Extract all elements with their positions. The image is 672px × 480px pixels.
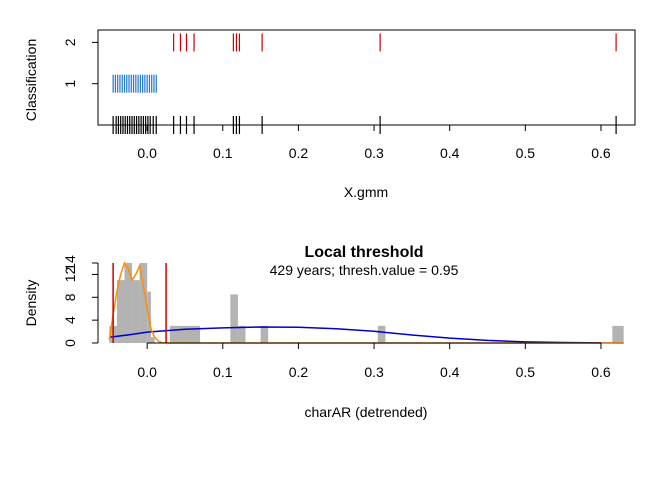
x-tick-label: 0.6 xyxy=(591,364,611,380)
threshold-title: Local threshold xyxy=(304,244,423,261)
x-tick-label: 0.4 xyxy=(440,145,460,161)
threshold-subtitle: 429 years; thresh.value = 0.95 xyxy=(270,262,459,278)
histogram-bar xyxy=(116,280,125,343)
threshold-x-label: charAR (detrended) xyxy=(305,404,428,420)
histogram-bar xyxy=(260,325,269,343)
threshold-lines xyxy=(112,263,167,343)
y-tick-label: 14 xyxy=(62,255,78,271)
histogram-bar xyxy=(139,263,148,343)
x-tick-label: 0.3 xyxy=(364,145,384,161)
y-tick-label: 12 xyxy=(62,266,78,282)
histogram-bar xyxy=(230,294,238,343)
x-tick-label: 0.2 xyxy=(289,145,309,161)
threshold-panel: Local threshold 429 years; thresh.value … xyxy=(23,244,624,420)
x-tick-label: 0.1 xyxy=(213,145,233,161)
x-tick-label: 0.0 xyxy=(137,145,157,161)
histogram-bar xyxy=(377,325,386,343)
classification-marks xyxy=(112,33,617,134)
classification-y-label: Classification xyxy=(23,39,39,121)
x-tick-label: 0.0 xyxy=(137,364,157,380)
histogram-bar xyxy=(150,337,155,343)
y-tick-label: 8 xyxy=(62,293,78,301)
y-tick-label: 4 xyxy=(62,316,78,324)
classification-y-axis: 12 xyxy=(62,38,99,105)
x-tick-label: 0.6 xyxy=(591,145,611,161)
histogram-bar xyxy=(612,325,624,343)
y-tick-label: 2 xyxy=(62,38,78,46)
y-tick-label: 0 xyxy=(62,339,78,347)
classification-panel: 0.0 0.1 0.2 0.3 0.4 0.5 0.6 12 X.gmm Classific… xyxy=(23,29,636,200)
threshold-x-axis: 0.0 0.1 0.2 0.3 0.4 0.5 0.6 xyxy=(137,342,611,380)
classification-x-axis: 0.0 0.1 0.2 0.3 0.4 0.5 0.6 xyxy=(137,124,611,161)
histogram-bar xyxy=(237,325,246,343)
x-tick-label: 0.1 xyxy=(213,364,233,380)
x-tick-label: 0.3 xyxy=(364,364,384,380)
histogram-bar xyxy=(132,280,140,343)
x-tick-label: 0.2 xyxy=(289,364,309,380)
classification-plot-box xyxy=(97,29,636,126)
x-tick-label: 0.5 xyxy=(516,364,536,380)
y-tick-label: 1 xyxy=(62,80,78,88)
x-tick-label: 0.5 xyxy=(516,145,536,161)
x-tick-label: 0.4 xyxy=(440,364,460,380)
threshold-y-label: Density xyxy=(23,280,39,327)
histogram-bar xyxy=(124,263,133,343)
classification-x-label: X.gmm xyxy=(344,184,388,200)
